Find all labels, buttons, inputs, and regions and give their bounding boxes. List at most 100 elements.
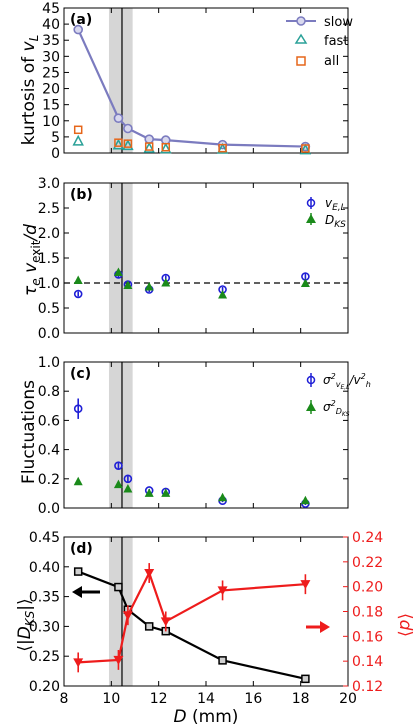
y-tick-label-right: 0.12 xyxy=(352,679,383,695)
y-tick-label: 0.0 xyxy=(38,326,60,342)
legend-marker-slow xyxy=(296,16,306,26)
y-tick-label: 0.40 xyxy=(29,560,60,576)
y-tick-label: 0.35 xyxy=(29,590,60,606)
shaded-region xyxy=(108,537,133,686)
data-point xyxy=(73,24,83,35)
data-point xyxy=(300,495,310,505)
y-tick-label-right: 0.14 xyxy=(352,654,383,670)
data-point xyxy=(301,674,310,684)
legend-b: vE,L DKS xyxy=(306,196,346,230)
y-tick-label: 0.25 xyxy=(29,649,60,665)
data-point xyxy=(73,125,83,135)
data-point xyxy=(161,278,171,287)
y-tick-label: 0.4 xyxy=(38,443,60,459)
data-point xyxy=(73,289,83,299)
data-point xyxy=(72,134,84,146)
y-tick-label: 35 xyxy=(42,33,60,49)
data-point xyxy=(161,142,171,152)
y-tick-label: 15 xyxy=(42,98,60,114)
y-tick-label: 1.5 xyxy=(38,251,60,267)
data-point xyxy=(218,143,227,153)
y-axis-label-c: Fluctuations xyxy=(19,380,39,484)
y-tick-label: 10 xyxy=(42,114,60,130)
data-point xyxy=(123,280,133,289)
legend-label-sigma-d: σ2DKS xyxy=(323,399,350,418)
legend-label-slow: slow xyxy=(324,15,353,30)
panel-c: 0.0 0.2 0.4 0.6 0.8 1.0 (c) xyxy=(38,355,349,517)
data-point xyxy=(218,656,227,665)
y-tick-label: 0.45 xyxy=(29,530,60,546)
data-point xyxy=(73,658,84,668)
y-tick-label: 3.0 xyxy=(38,176,60,192)
y-tick-label: 0.8 xyxy=(38,384,60,400)
legend-marker-v-el xyxy=(306,198,316,208)
left-axis-arrow xyxy=(72,586,100,598)
data-point xyxy=(161,488,171,497)
y-axis-label-a: kurtosis of vL xyxy=(19,35,41,146)
data-point xyxy=(217,586,228,596)
y-tick-label: 0 xyxy=(51,146,60,162)
x-tick-label: 16 xyxy=(244,691,262,707)
y-axis-label-d: ⟨|DKS|⟩ xyxy=(15,598,37,651)
y-tick-label: 1.0 xyxy=(38,355,60,371)
x-tick-label: 14 xyxy=(197,691,215,707)
data-point xyxy=(123,474,133,484)
shaded-region xyxy=(108,362,133,508)
y-tick-label: 2.0 xyxy=(38,226,60,242)
data-point xyxy=(144,142,154,151)
panel-label: (a) xyxy=(70,12,92,28)
legend-c: σ2vE,L/v2h σ2DKS xyxy=(306,372,371,418)
y-tick-label: 0.5 xyxy=(38,301,60,317)
legend-marker-fast xyxy=(294,33,308,44)
axes-frame xyxy=(63,7,349,154)
legend-marker-sigma-v xyxy=(306,375,316,385)
data-point xyxy=(144,282,154,291)
panel-label: (d) xyxy=(70,541,93,557)
data-point xyxy=(218,290,228,299)
legend-marker-dks xyxy=(306,214,316,223)
data-point xyxy=(144,569,155,579)
data-point xyxy=(114,582,123,592)
axes-frame xyxy=(63,536,349,687)
data-point xyxy=(112,138,125,150)
y-tick-label: 25 xyxy=(42,65,60,81)
data-point xyxy=(113,267,123,276)
y-tick-label: 30 xyxy=(42,49,60,65)
legend-a: slow fast all xyxy=(286,15,353,69)
data-point xyxy=(144,622,154,631)
panel-b: 0.0 0.5 1.0 1.5 2.0 2.5 3.0 (b) xyxy=(38,176,349,342)
y-tick-label: 0.30 xyxy=(29,619,60,635)
y-axis-label-d-right: ⟨d⟩ xyxy=(395,613,415,637)
data-point xyxy=(301,144,310,153)
y-axis-label-b: τe vexit/d xyxy=(21,224,43,296)
data-point xyxy=(73,567,83,576)
panel-d: 0.20 0.25 0.30 0.35 0.40 0.45 0.12 0.14 0.16 0.18… xyxy=(29,530,383,695)
y-tick-label: 45 xyxy=(42,1,60,17)
data-point xyxy=(300,278,310,287)
y-tick-label-right: 0.16 xyxy=(352,629,383,645)
y-tick-label: 40 xyxy=(42,17,60,33)
x-axis-label: D (mm) xyxy=(174,707,239,727)
data-point xyxy=(144,488,154,497)
data-point xyxy=(123,484,133,493)
y-tick-label: 0.6 xyxy=(38,413,60,429)
data-point xyxy=(299,143,312,155)
data-point xyxy=(160,142,172,154)
y-tick-label-right: 0.22 xyxy=(352,555,383,571)
legend-label-sigma-v: σ2vE,L/v2h xyxy=(323,372,371,391)
data-point xyxy=(73,404,83,414)
legend-marker-sigma-d xyxy=(306,402,316,411)
data-point xyxy=(122,611,133,621)
y-tick-label: 0.2 xyxy=(38,472,60,488)
x-tick-label: 8 xyxy=(60,691,69,707)
y-tick-label-right: 0.24 xyxy=(352,530,383,546)
right-axis-arrow xyxy=(306,621,330,633)
data-point xyxy=(143,141,155,153)
legend-label-fast: fast xyxy=(324,34,348,49)
y-tick-label-right: 0.20 xyxy=(352,580,383,596)
x-tick-label: 12 xyxy=(150,691,168,707)
y-tick-label: 5 xyxy=(51,130,60,146)
y-tick-label-right: 0.18 xyxy=(352,605,383,621)
data-point xyxy=(300,580,311,590)
